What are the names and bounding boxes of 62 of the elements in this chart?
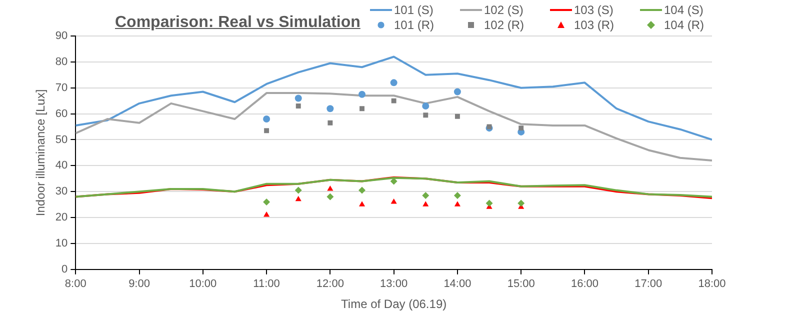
point (518, 200, 525, 207)
point (358, 90, 366, 98)
point (390, 198, 397, 204)
point (358, 186, 366, 194)
point (326, 193, 334, 200)
x-tick-label: 12:00 (316, 278, 344, 290)
point (518, 126, 524, 131)
point (296, 104, 301, 108)
x-tick-label: 9:00 (128, 278, 150, 290)
legend-label: 103 (S) (574, 3, 614, 17)
legend-label: 102 (R) (484, 18, 524, 32)
point (391, 98, 396, 104)
point (264, 211, 270, 217)
y-tick-label: 30 (55, 186, 68, 198)
chart-title: Comparison: Real vs Simulation (115, 14, 360, 32)
x-tick-label: 11:00 (253, 278, 280, 290)
y-tick-label: 10 (55, 238, 68, 250)
y-tick-label: 80 (55, 56, 68, 68)
y-tick-label: 40 (55, 160, 68, 172)
point (263, 198, 270, 206)
x-tick-label: 14:00 (444, 278, 472, 290)
point (454, 88, 461, 96)
point (422, 102, 430, 110)
y-tick-label: 90 (55, 30, 68, 42)
y-tick-label: 50 (55, 134, 68, 146)
legend-label: 102 (S) (484, 3, 524, 17)
point (454, 114, 460, 119)
x-tick-label: 16:00 (570, 278, 598, 290)
point (454, 192, 461, 199)
point (264, 128, 270, 134)
point (422, 192, 430, 199)
point (295, 196, 302, 202)
point (327, 186, 334, 191)
point (422, 201, 429, 206)
point (360, 106, 364, 112)
legend-label: 103 (R) (574, 18, 614, 32)
x-tick-label: 13:00 (380, 278, 408, 290)
point (423, 112, 428, 118)
x-tick-label: 10:00 (189, 278, 217, 290)
y-tick-label: 60 (55, 108, 68, 120)
x-axis-title: Time of Day (06.19) (341, 297, 447, 312)
x-tick-label: 17:00 (634, 278, 662, 290)
point (294, 186, 302, 194)
point (328, 120, 333, 126)
legend-label: 101 (S) (394, 3, 434, 17)
x-tick-label: 18:00 (698, 278, 726, 290)
y-axis-title: Indoor illuminance [Lux] (34, 89, 48, 216)
point (454, 201, 460, 206)
y-tick-label: 0 (62, 263, 68, 276)
point (263, 115, 270, 122)
y-tick-label: 20 (55, 212, 68, 224)
x-tick-label: 8:00 (64, 278, 86, 290)
point (390, 79, 398, 86)
point (486, 200, 493, 207)
point (294, 94, 302, 102)
legend-label: 101 (R) (394, 18, 434, 32)
y-tick-label: 70 (55, 82, 68, 94)
legend-label: 104 (R) (664, 18, 704, 32)
point (358, 201, 366, 206)
point (326, 105, 334, 112)
x-tick-label: 15:00 (507, 278, 535, 290)
legend-label: 104 (S) (664, 3, 704, 17)
